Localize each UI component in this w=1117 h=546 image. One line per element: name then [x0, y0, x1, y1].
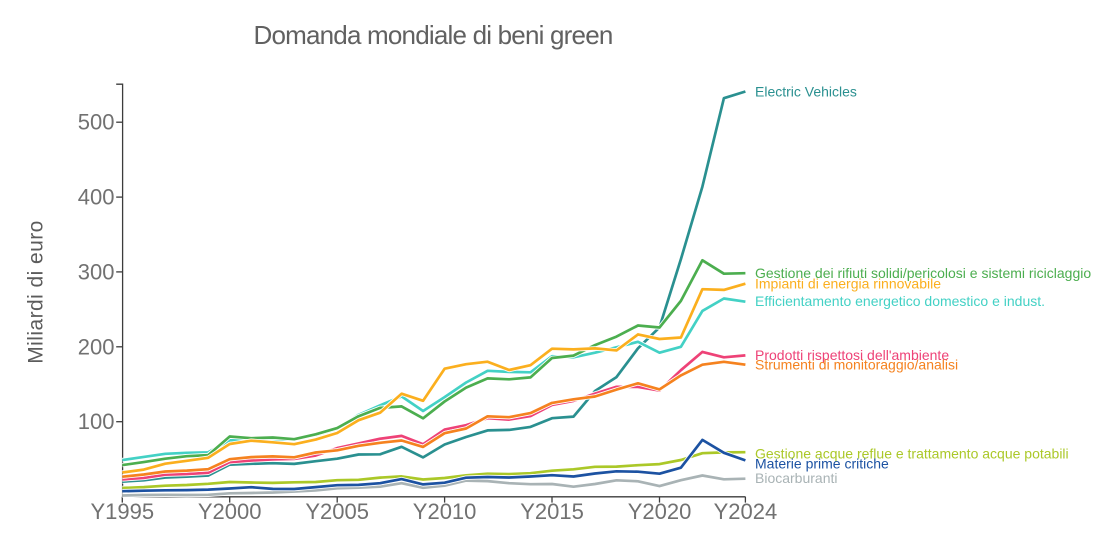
svg-text:500: 500	[78, 110, 115, 135]
svg-text:Domanda mondiale di beni green: Domanda mondiale di beni green	[253, 20, 612, 50]
svg-text:Y2005: Y2005	[305, 499, 369, 524]
svg-text:300: 300	[78, 259, 115, 284]
svg-text:Y2015: Y2015	[520, 499, 584, 524]
svg-text:100: 100	[78, 409, 115, 434]
svg-text:Y2010: Y2010	[413, 499, 477, 524]
svg-text:400: 400	[78, 185, 115, 210]
svg-text:200: 200	[78, 334, 115, 359]
svg-text:Y2024: Y2024	[714, 499, 778, 524]
svg-text:Miliardi di euro: Miliardi di euro	[25, 220, 48, 364]
svg-text:Biocarburanti: Biocarburanti	[755, 470, 838, 486]
svg-text:Impianti di energia rinnovabil: Impianti di energia rinnovabile	[755, 276, 941, 292]
svg-text:Electric Vehicles: Electric Vehicles	[755, 83, 857, 99]
svg-text:Y1995: Y1995	[90, 499, 154, 524]
svg-text:Prodotti rispettosi dell'ambie: Prodotti rispettosi dell'ambiente	[755, 347, 949, 363]
svg-text:Gestione acque reflue e tratta: Gestione acque reflue e trattamento acqu…	[755, 446, 1069, 462]
svg-text:Materie prime critiche: Materie prime critiche	[755, 456, 889, 472]
svg-text:Gestione dei rifiuti solidi/pe: Gestione dei rifiuti solidi/pericolosi e…	[755, 265, 1091, 281]
svg-text:Y2000: Y2000	[198, 499, 262, 524]
svg-text:Y2020: Y2020	[628, 499, 692, 524]
svg-text:Efficientamento energetico dom: Efficientamento energetico domestico e i…	[755, 293, 1045, 309]
svg-text:Strumenti di monitoraggio/anal: Strumenti di monitoraggio/analisi	[755, 356, 958, 372]
